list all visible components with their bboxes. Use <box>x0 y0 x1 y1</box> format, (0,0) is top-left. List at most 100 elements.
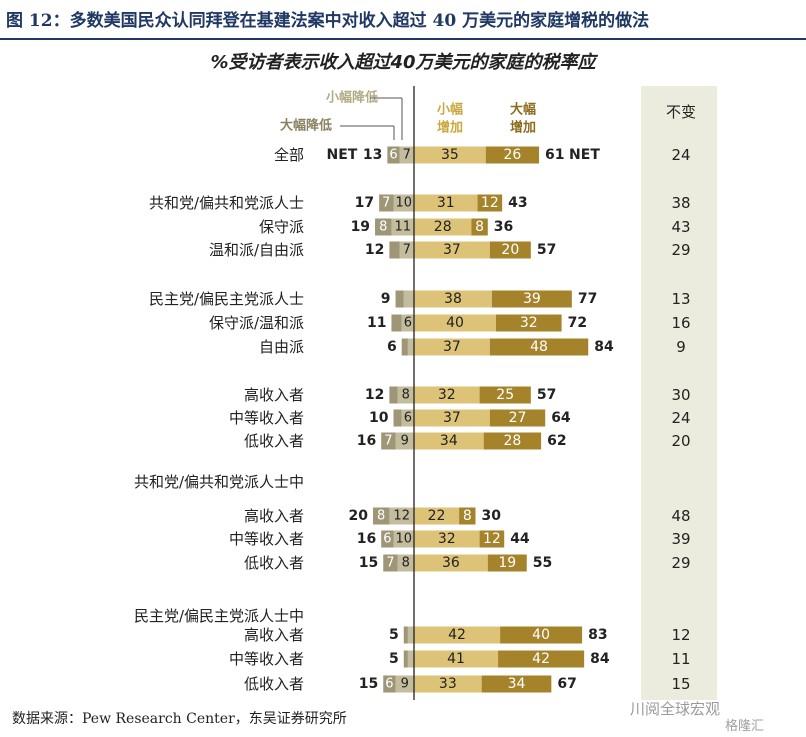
label-little-lower: 6 <box>404 316 412 331</box>
row-label: 保守派 <box>259 218 304 236</box>
net-lower-value: 5 <box>389 627 399 643</box>
row-label: 中等收入者 <box>229 650 304 668</box>
label-little-higher: 37 <box>443 339 461 355</box>
bar-lot-lower <box>383 554 398 572</box>
net-lower-value: 12 <box>365 242 384 258</box>
net-lower-value: 13 <box>363 147 382 163</box>
label-little-higher: 41 <box>447 651 465 667</box>
label-lot-higher: 26 <box>503 147 521 163</box>
stay-same-value: 24 <box>671 146 690 164</box>
net-higher-value: 43 <box>508 195 527 211</box>
stay-same-value: 11 <box>671 650 690 668</box>
bar-little-lower <box>397 554 414 572</box>
label-little-higher: 22 <box>428 508 446 524</box>
label-lot-higher: 28 <box>503 433 521 449</box>
label-lot-higher: 40 <box>532 627 550 643</box>
label-lot-higher: 8 <box>475 219 484 235</box>
label-little-higher: 34 <box>440 433 458 449</box>
bar-little-higher <box>414 146 486 164</box>
stay-same-value: 29 <box>671 241 690 259</box>
label-lot-lower: 8 <box>377 509 385 524</box>
label-little-lower: 7 <box>403 148 411 163</box>
bar-lot-lower <box>401 338 408 356</box>
label-little-lower: 9 <box>401 434 409 449</box>
bar-lot-lower <box>381 530 394 548</box>
bar-little-lower <box>395 675 414 693</box>
label-little-higher: 33 <box>439 676 457 692</box>
bar-lot-lower <box>403 626 408 644</box>
bar-little-higher <box>414 626 501 644</box>
label-lot-higher: 34 <box>508 676 526 692</box>
label-lot-lower: 7 <box>384 434 392 449</box>
bar-little-lower <box>399 241 414 259</box>
bar-little-higher <box>414 218 472 236</box>
bar-little-lower <box>389 507 414 525</box>
bar-little-higher <box>414 314 496 332</box>
bar-little-lower <box>399 146 414 164</box>
net-lower-tag: NET <box>327 147 358 163</box>
watermark-text: 川阅全球宏观 <box>630 700 721 718</box>
label-lot-higher: 12 <box>481 195 499 211</box>
bar-little-higher <box>414 290 492 308</box>
bar-little-lower <box>403 290 414 308</box>
stay-same-value: 16 <box>671 314 690 332</box>
bar-lot-lower <box>389 241 400 259</box>
legend-stay-same: 不变 <box>666 103 696 121</box>
net-higher-value: 36 <box>494 219 513 235</box>
title-rule <box>0 38 806 40</box>
label-little-higher: 31 <box>437 195 455 211</box>
stay-same-value: 39 <box>671 530 690 548</box>
net-lower-value: 6 <box>387 339 397 355</box>
bar-little-higher <box>414 241 490 259</box>
bar-little-lower <box>401 409 414 427</box>
label-little-lower: 10 <box>395 196 412 211</box>
label-little-lower: 7 <box>403 243 411 258</box>
stay-same-value: 24 <box>671 409 690 427</box>
net-higher-value: 57 <box>537 387 556 403</box>
label-little-higher: 40 <box>446 315 464 331</box>
bar-lot-higher <box>483 432 542 450</box>
net-lower-value: 17 <box>355 195 374 211</box>
legend-lot-higher-2: 增加 <box>510 120 536 136</box>
label-little-higher: 37 <box>443 242 461 258</box>
label-lot-lower: 6 <box>385 677 393 692</box>
bar-lot-higher <box>479 530 505 548</box>
source-note: 数据来源：Pew Research Center，东吴证券研究所 <box>12 711 347 727</box>
label-lot-higher: 25 <box>496 387 514 403</box>
row-label: 中等收入者 <box>229 530 304 548</box>
net-lower-value: 20 <box>349 508 369 524</box>
label-lot-higher: 8 <box>463 508 472 524</box>
label-lot-lower: 7 <box>382 196 390 211</box>
group-header-republican: 共和党/偏共和党派人士中 <box>134 473 304 491</box>
bar-little-lower <box>395 432 414 450</box>
bar-little-higher <box>414 554 488 572</box>
net-higher-value: 62 <box>547 433 566 449</box>
net-higher-tag: NET <box>569 147 600 163</box>
legend-lot-lower: 大幅降低 <box>280 118 332 134</box>
chart-subtitle: %受访者表示收入超过40万美元的家庭的税率应 <box>210 52 596 73</box>
bar-little-lower <box>397 386 414 404</box>
bar-lot-higher <box>496 314 562 332</box>
net-lower-value: 19 <box>351 219 370 235</box>
label-little-lower: 8 <box>402 556 410 571</box>
bar-lot-higher <box>477 194 503 212</box>
stay-same-value: 20 <box>671 432 690 450</box>
bar-lot-lower <box>389 386 398 404</box>
row-label: 高收入者 <box>244 626 304 644</box>
net-lower-value: 15 <box>359 676 378 692</box>
bar-lot-higher <box>500 626 583 644</box>
label-lot-higher: 19 <box>498 555 516 571</box>
label-little-lower: 10 <box>395 532 412 547</box>
bar-little-lower <box>407 626 414 644</box>
bar-little-lower <box>391 218 414 236</box>
label-little-higher: 32 <box>438 387 456 403</box>
legend-little-higher-1: 小幅 <box>437 102 463 118</box>
label-little-higher: 38 <box>444 291 462 307</box>
label-little-lower: 6 <box>404 411 412 426</box>
label-lot-higher: 39 <box>523 291 541 307</box>
bar-little-lower <box>407 650 414 668</box>
bar-little-lower <box>401 314 414 332</box>
stay-same-value: 9 <box>676 338 686 356</box>
row-label: 民主党/偏民主党派人士 <box>149 290 304 308</box>
